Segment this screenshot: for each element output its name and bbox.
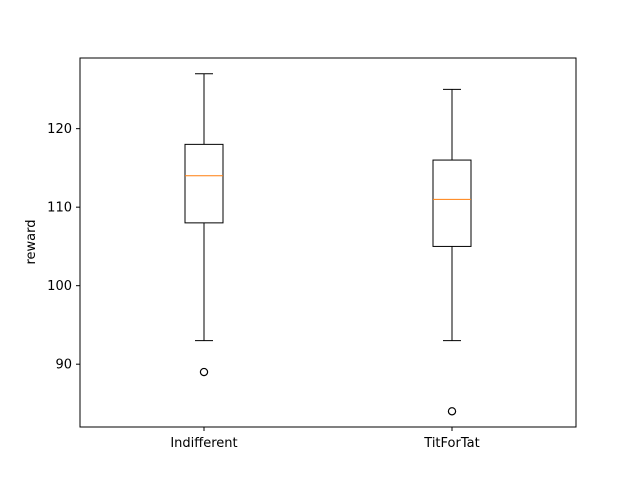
y-tick-label: 110 bbox=[47, 201, 72, 216]
iqr-box bbox=[432, 159, 472, 247]
y-axis-label: reward bbox=[24, 219, 39, 264]
outlier-point bbox=[199, 367, 209, 377]
x-tick-label: TitForTat bbox=[423, 436, 479, 451]
plot-frame bbox=[79, 57, 577, 428]
x-tick-label: Indifferent bbox=[170, 436, 237, 451]
iqr-box bbox=[184, 143, 224, 224]
y-tick-label: 100 bbox=[47, 279, 72, 294]
outlier-point bbox=[447, 407, 457, 416]
y-tick-label: 90 bbox=[55, 358, 72, 373]
box-group-indifferent bbox=[184, 73, 224, 377]
y-tick-label: 120 bbox=[47, 122, 72, 137]
box-group-titfortat bbox=[432, 88, 472, 416]
